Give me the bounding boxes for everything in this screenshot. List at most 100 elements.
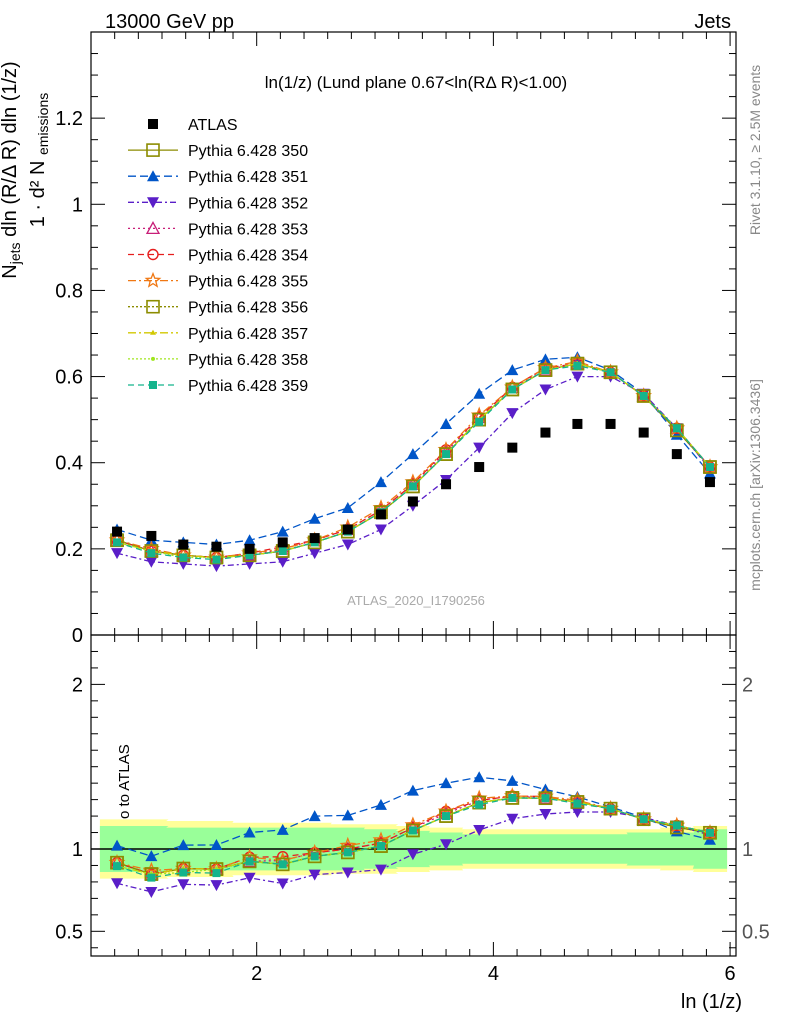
series-9-point	[278, 547, 287, 556]
ratio-9-point	[376, 842, 385, 851]
ratio-9-point	[408, 826, 417, 835]
series-6-point	[703, 460, 717, 474]
legend-marker	[146, 143, 160, 157]
series-9-point	[179, 553, 188, 562]
legend-label: Pythia 6.428 353	[188, 221, 308, 238]
ratio-9-point	[179, 868, 188, 877]
legend-label: Pythia 6.428 358	[188, 352, 308, 369]
ratio-y-tick-label-right: 0.5	[742, 921, 770, 943]
series-line-2	[116, 375, 711, 567]
series-2-point	[308, 548, 321, 560]
main-y-tick-label: 0	[72, 625, 83, 647]
legend-marker	[144, 271, 162, 288]
ratio-1-point	[473, 771, 486, 783]
series-1-point	[341, 501, 354, 513]
ratio-6-point	[307, 849, 322, 864]
data-point	[638, 427, 649, 438]
ratio-9-point	[705, 828, 714, 837]
main-y-tick-label: 1	[72, 194, 83, 216]
svg-text:1 · d² N emissions: 1 · d² N emissions	[27, 93, 51, 228]
data-point	[112, 526, 123, 537]
energy-label: 13000 GeV pp	[105, 11, 234, 33]
ratio-9-point	[508, 793, 517, 802]
ratio-y-tick-label-right: 2	[742, 674, 753, 696]
data-point	[474, 462, 485, 473]
ratio-2-point	[111, 878, 124, 890]
series-9-point	[475, 417, 484, 426]
ratio-1-point	[374, 798, 387, 810]
data-point	[244, 543, 255, 554]
ratio-9-point	[672, 821, 681, 830]
ratio-2-point	[308, 869, 321, 881]
ratio-2-point	[243, 872, 256, 884]
series-1-point	[440, 417, 453, 429]
series-2-point	[341, 539, 354, 551]
ratio-2-point	[210, 880, 223, 892]
series-9-point	[541, 366, 550, 375]
data-point	[211, 541, 222, 552]
series-9-point	[705, 463, 714, 472]
ratio-2-point	[145, 886, 158, 898]
data-point	[704, 477, 715, 488]
legend: ATLAS Pythia 6.428 350 Pythia 6.428 351 Pyt…	[128, 117, 308, 395]
data-point	[441, 479, 452, 490]
ratio-1-point	[440, 777, 453, 789]
data-point	[605, 418, 616, 429]
main-y-tick-label: 0.8	[55, 280, 83, 302]
ratio-1-point	[145, 850, 158, 862]
legend-marker	[150, 329, 156, 335]
series-1-point	[539, 353, 552, 365]
legend-label: Pythia 6.428 352	[188, 195, 308, 212]
ratio-6-point	[439, 809, 453, 823]
series-2-point	[111, 548, 124, 560]
series-6-point	[439, 447, 453, 461]
series-9-point	[606, 368, 615, 377]
ratio-6-point	[374, 839, 388, 853]
legend-label: Pythia 6.428 354	[188, 248, 308, 265]
data-point	[146, 530, 157, 541]
series-2-point	[473, 442, 486, 454]
legend-marker	[149, 381, 157, 389]
data-point	[342, 524, 353, 535]
ratio-1-point	[243, 826, 256, 838]
ratio-2-point	[571, 807, 584, 819]
legend-label: Pythia 6.428 355	[188, 274, 308, 291]
main-y-tick-label: 0.2	[55, 539, 83, 561]
ratio-2-point	[473, 825, 486, 837]
ratio-1-point	[111, 839, 124, 851]
rivet-label: Rivet 3.1.10, ≥ 2.5M events	[747, 65, 763, 235]
ratio-9-point	[541, 794, 550, 803]
series-1-point	[374, 476, 387, 488]
series-6-point	[538, 363, 553, 377]
legend-label: Pythia 6.428 359	[188, 378, 308, 395]
ratio-1-point	[308, 810, 321, 822]
ratio-9-point	[278, 860, 287, 869]
ratio-4-point	[604, 802, 617, 815]
series-1-point	[308, 512, 321, 524]
ratio-6-point	[703, 825, 717, 840]
legend-label: Pythia 6.428 357	[188, 326, 308, 343]
ratio-y-tick-label: 1	[72, 839, 83, 861]
ratio-2-point	[276, 878, 289, 890]
main-y-tick-label: 0.6	[55, 367, 83, 389]
series-6-point	[636, 389, 651, 403]
ratio-y-tick-label-right: 1	[742, 839, 753, 861]
ratio-9-point	[310, 852, 319, 861]
ratio-1-point	[406, 784, 419, 796]
legend-label: Pythia 6.428 356	[188, 300, 308, 317]
ratio-9-point	[147, 873, 156, 882]
data-point	[309, 533, 320, 544]
series-9-point	[245, 551, 254, 560]
data-point	[375, 509, 386, 520]
series-2-point	[276, 556, 289, 568]
series-9-point	[442, 450, 451, 459]
series-1-point	[473, 387, 486, 399]
ratio-6-point	[603, 801, 618, 816]
series-9-point	[672, 424, 681, 433]
ratio-9-point	[212, 869, 221, 878]
series-2-point	[145, 556, 158, 568]
ratio-frame	[90, 634, 737, 957]
series-9-point	[147, 549, 156, 558]
series-2-point	[506, 408, 519, 420]
ratio-1-point	[341, 809, 354, 821]
